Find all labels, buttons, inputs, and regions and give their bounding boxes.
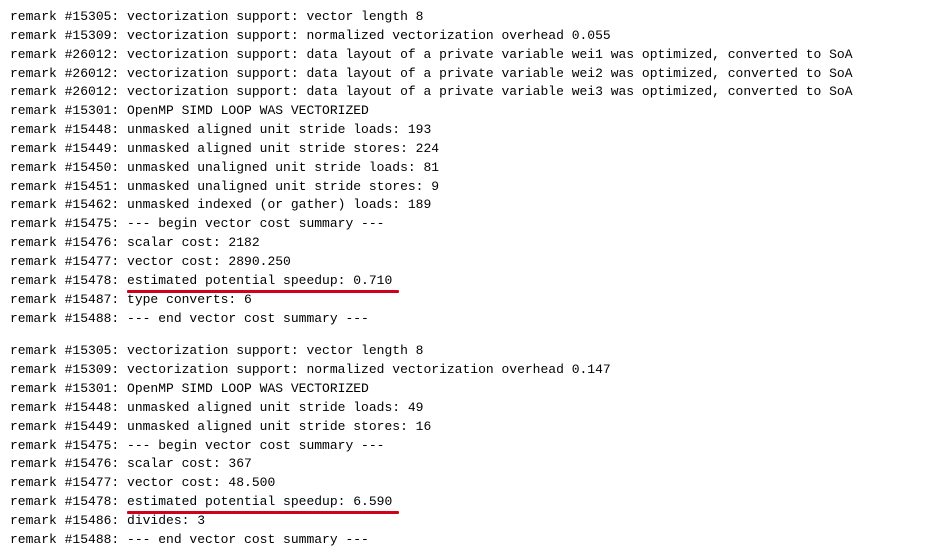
- block1-line: remark #15462: unmasked indexed (or gath…: [10, 196, 935, 215]
- block2-line: remark #15478: estimated potential speed…: [10, 493, 935, 512]
- block1-line: remark #15301: OpenMP SIMD LOOP WAS VECT…: [10, 102, 935, 121]
- block1-line: remark #15449: unmasked aligned unit str…: [10, 140, 935, 159]
- block2-line: remark #15301: OpenMP SIMD LOOP WAS VECT…: [10, 380, 935, 399]
- block2-line: remark #15449: unmasked aligned unit str…: [10, 418, 935, 437]
- block2-line: remark #15448: unmasked aligned unit str…: [10, 399, 935, 418]
- block2-line: remark #15305: vectorization support: ve…: [10, 342, 935, 361]
- block2-line: remark #15309: vectorization support: no…: [10, 361, 935, 380]
- block2-line: remark #15475: --- begin vector cost sum…: [10, 437, 935, 456]
- block1-line: remark #15478: estimated potential speed…: [10, 272, 935, 291]
- block1-line: remark #15475: --- begin vector cost sum…: [10, 215, 935, 234]
- block2-line: remark #15476: scalar cost: 367: [10, 455, 935, 474]
- block-separator: [10, 328, 935, 342]
- block2-line: remark #15486: divides: 3: [10, 512, 935, 531]
- block2-line: remark #15488: --- end vector cost summa…: [10, 531, 935, 550]
- block1-line: remark #26012: vectorization support: da…: [10, 83, 935, 102]
- block1-line: remark #15309: vectorization support: no…: [10, 27, 935, 46]
- block2-line: remark #15477: vector cost: 48.500: [10, 474, 935, 493]
- block1-line: remark #15476: scalar cost: 2182: [10, 234, 935, 253]
- block1-line: remark #15487: type converts: 6: [10, 291, 935, 310]
- block1-line: remark #15477: vector cost: 2890.250: [10, 253, 935, 272]
- compiler-output-block-1: remark #15305: vectorization support: ve…: [10, 8, 935, 328]
- block1-line: remark #26012: vectorization support: da…: [10, 65, 935, 84]
- block1-line: remark #15488: --- end vector cost summa…: [10, 310, 935, 329]
- block1-line: remark #15450: unmasked unaligned unit s…: [10, 159, 935, 178]
- compiler-output-block-2: remark #15305: vectorization support: ve…: [10, 342, 935, 549]
- block1-line: remark #15305: vectorization support: ve…: [10, 8, 935, 27]
- block1-line: remark #26012: vectorization support: da…: [10, 46, 935, 65]
- block1-line: remark #15448: unmasked aligned unit str…: [10, 121, 935, 140]
- block1-line: remark #15451: unmasked unaligned unit s…: [10, 178, 935, 197]
